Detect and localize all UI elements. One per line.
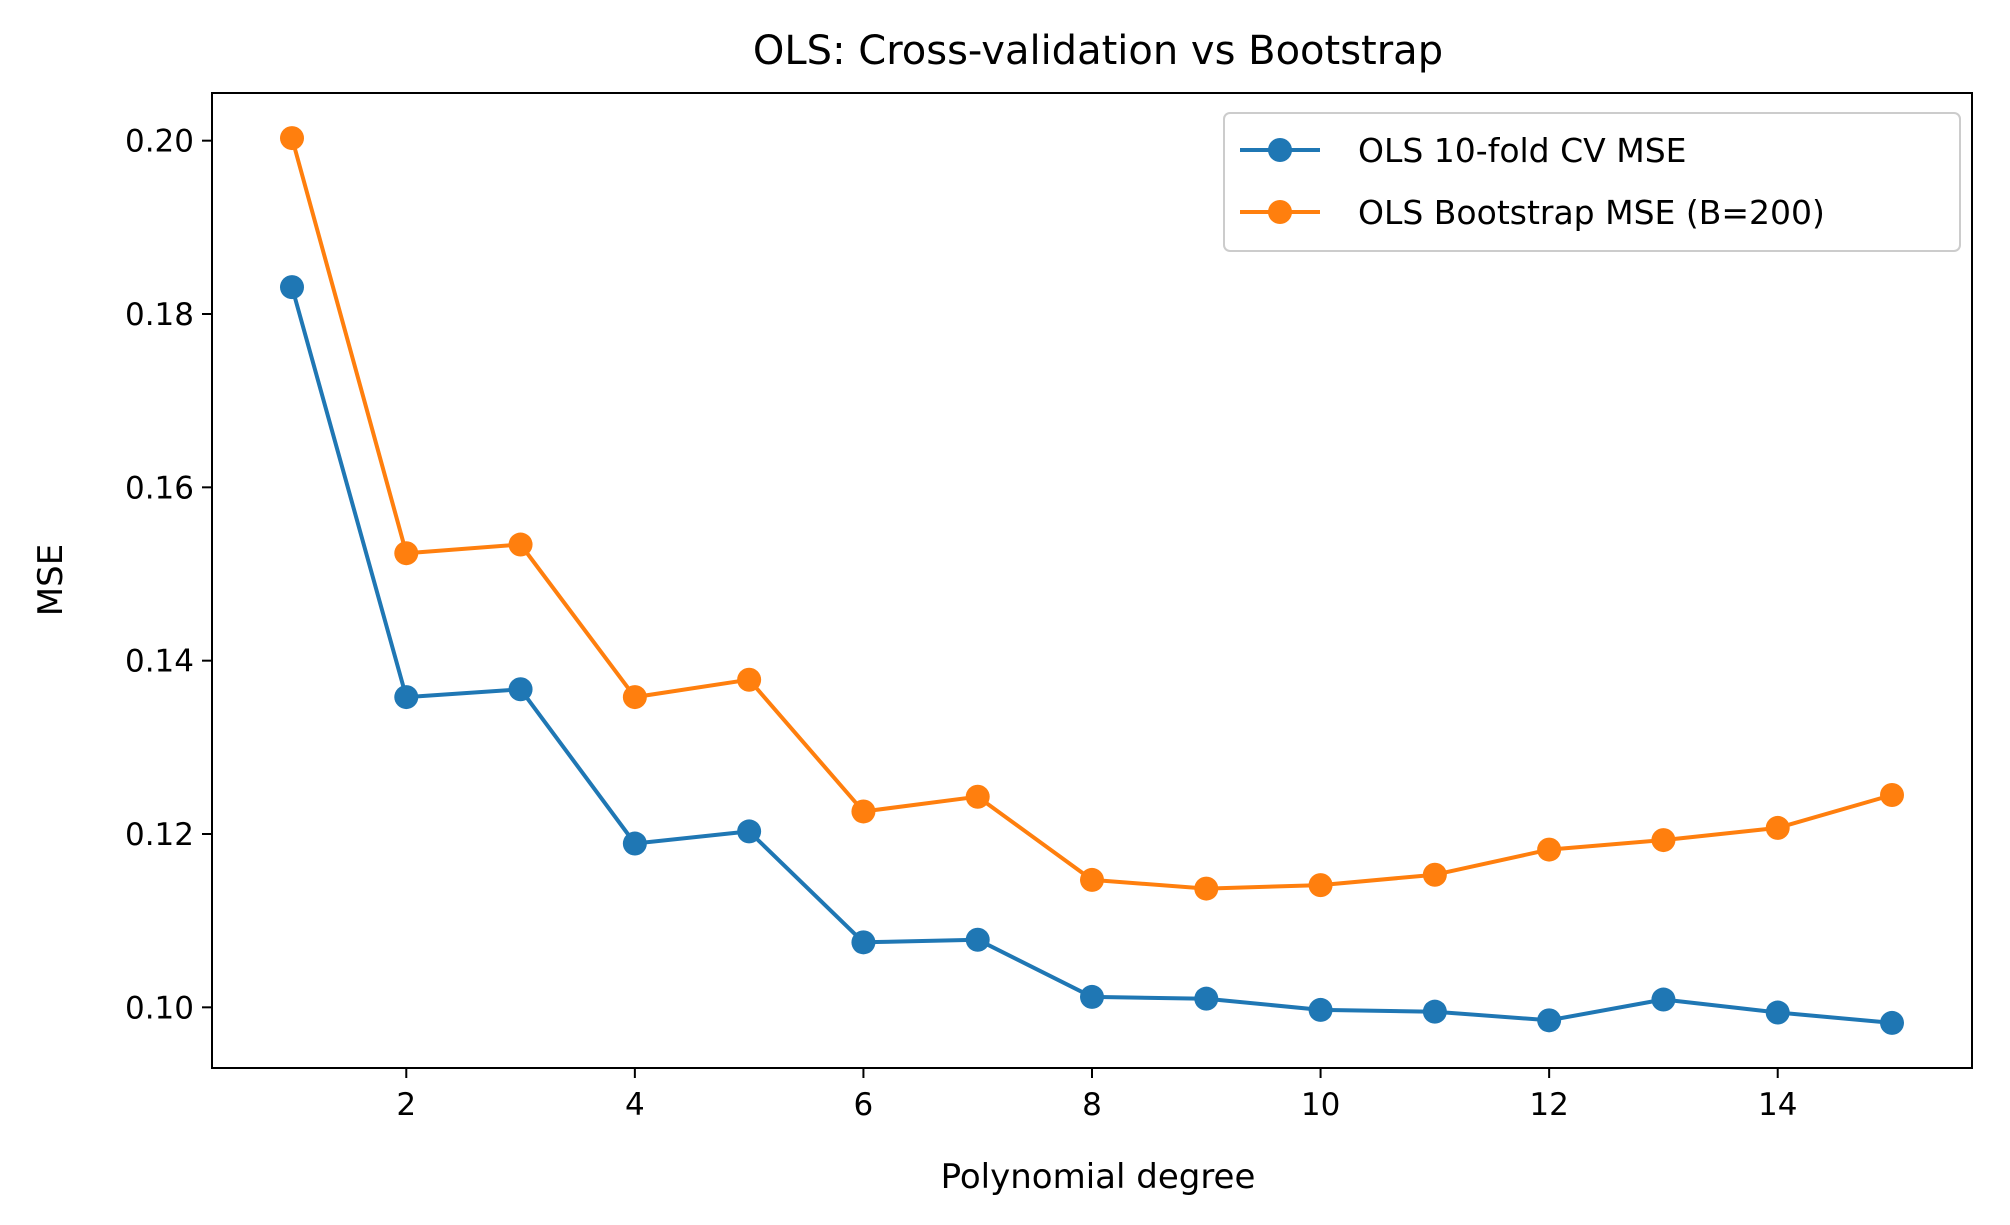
data-point: [1080, 984, 1104, 1009]
x-tick-label: 8: [1082, 1087, 1102, 1123]
data-point: [1194, 876, 1219, 901]
legend: OLS 10-fold CV MSE OLS Bootstrap MSE (B=2…: [1223, 112, 1961, 252]
x-tick-label: 14: [1758, 1087, 1797, 1123]
data-point: [394, 685, 419, 710]
data-point: [1080, 867, 1104, 892]
y-tick-label: 0.12: [125, 817, 194, 853]
data-point: [1651, 987, 1676, 1012]
data-point: [1422, 862, 1447, 887]
x-tick-label: 10: [1301, 1087, 1340, 1123]
y-tick-label: 0.18: [125, 297, 194, 333]
data-point: [280, 275, 304, 300]
y-tick-label: 0.10: [125, 990, 194, 1026]
data-point: [965, 784, 990, 809]
y-tick-label: 0.14: [125, 644, 194, 680]
x-tick-label: 12: [1529, 1087, 1568, 1123]
chart-title: OLS: Cross-validation vs Bootstrap: [753, 28, 1443, 74]
y-axis: 0.10 0.12 0.14 0.16 0.18 0.20: [125, 124, 212, 1026]
data-point: [1537, 1008, 1562, 1033]
legend-marker: [1268, 200, 1292, 224]
legend-marker: [1268, 138, 1292, 162]
data-point: [1765, 815, 1790, 840]
legend-box: [1223, 112, 1961, 252]
series-bootstrap: [280, 126, 1904, 901]
series-cv: [280, 275, 1904, 1035]
legend-label: OLS 10-fold CV MSE: [1358, 131, 1687, 170]
y-tick-label: 0.20: [125, 124, 194, 160]
data-point: [1422, 999, 1447, 1024]
data-point: [851, 799, 876, 824]
data-point: [508, 532, 533, 557]
legend-label: OLS Bootstrap MSE (B=200): [1358, 193, 1825, 232]
data-point: [1651, 828, 1676, 853]
data-point: [1194, 986, 1219, 1011]
y-tick-label: 0.16: [125, 470, 194, 506]
x-tick-label: 6: [854, 1087, 874, 1123]
data-point: [280, 126, 304, 151]
y-axis-label: MSE: [31, 544, 71, 616]
legend-item: OLS Bootstrap MSE (B=200): [1240, 193, 1825, 232]
data-point: [737, 667, 762, 692]
x-axis-label: Polynomial degree: [941, 1157, 1256, 1197]
x-tick-label: 2: [396, 1087, 416, 1123]
data-point: [1765, 1000, 1790, 1025]
legend-item: OLS 10-fold CV MSE: [1240, 131, 1687, 170]
data-point: [622, 685, 647, 710]
x-axis: 2 4 6 8 10 12 14: [396, 1068, 1797, 1123]
x-tick-label: 4: [625, 1087, 645, 1123]
data-point: [1308, 997, 1333, 1022]
data-point: [1537, 837, 1562, 862]
data-point: [1880, 783, 1904, 807]
data-point: [1880, 1010, 1904, 1035]
data-point: [1308, 873, 1333, 898]
data-point: [737, 819, 762, 844]
data-point: [622, 831, 647, 856]
series-group: [280, 126, 1904, 1035]
data-point: [851, 930, 876, 955]
data-point: [965, 927, 990, 952]
data-point: [394, 541, 419, 566]
data-point: [508, 677, 533, 702]
